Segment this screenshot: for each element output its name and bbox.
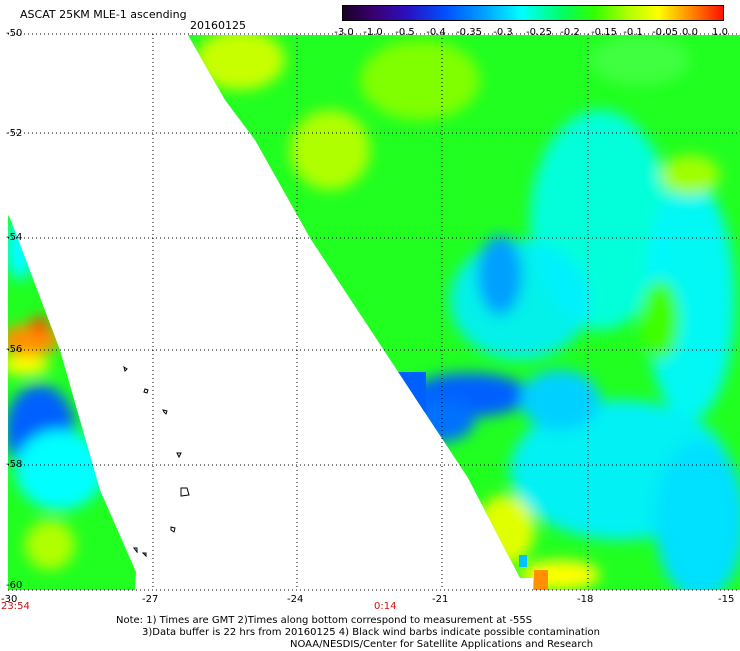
colorbar-tick: -3.0 xyxy=(334,27,354,38)
colorbar xyxy=(342,5,724,21)
lat-label: -60 xyxy=(6,580,23,591)
note-line-3: NOAA/NESDIS/Center for Satellite Applica… xyxy=(290,639,594,650)
lon-label: -30 xyxy=(1,594,18,605)
colorbar-tick: 0.0 xyxy=(682,27,698,38)
lon-label: -15 xyxy=(718,594,735,605)
colorbar-tick: -0.3 xyxy=(493,27,513,38)
note-line-2: 3)Data buffer is 22 hrs from 20160125 4)… xyxy=(142,627,600,638)
lat-label: -58 xyxy=(6,459,23,470)
colorbar-tick: -0.35 xyxy=(456,27,482,38)
colorbar-tick: -0.25 xyxy=(526,27,552,38)
colorbar-tick: -0.05 xyxy=(652,27,678,38)
note-line-1: Note: 1) Times are GMT 2)Times along bot… xyxy=(116,615,533,626)
left-swath xyxy=(8,215,136,590)
lon-label: -27 xyxy=(142,594,159,605)
title: ASCAT 25KM MLE-1 ascending xyxy=(20,8,187,21)
date-label: 20160125 xyxy=(190,19,246,32)
lat-label: -50 xyxy=(6,28,23,39)
time-start: 23:54 xyxy=(1,601,30,612)
lat-label: -56 xyxy=(6,344,23,355)
coastlines xyxy=(123,365,190,558)
colorbar-tick: -0.1 xyxy=(623,27,643,38)
colorbar-tick: -0.2 xyxy=(560,27,580,38)
lon-label: -18 xyxy=(577,594,594,605)
graticule xyxy=(8,33,740,591)
lon-label: -21 xyxy=(432,594,449,605)
lat-label: -52 xyxy=(6,128,23,139)
main-swath xyxy=(188,35,740,590)
lat-label: -54 xyxy=(6,232,23,243)
colorbar-tick: -0.15 xyxy=(591,27,617,38)
lon-label: -24 xyxy=(287,594,304,605)
colorbar-tick: 1.0 xyxy=(712,27,728,38)
colorbar-tick: -1.0 xyxy=(363,27,383,38)
colorbar-tick: -0.4 xyxy=(426,27,446,38)
time-mid: 0:14 xyxy=(374,601,397,612)
colorbar-tick: -0.5 xyxy=(395,27,415,38)
